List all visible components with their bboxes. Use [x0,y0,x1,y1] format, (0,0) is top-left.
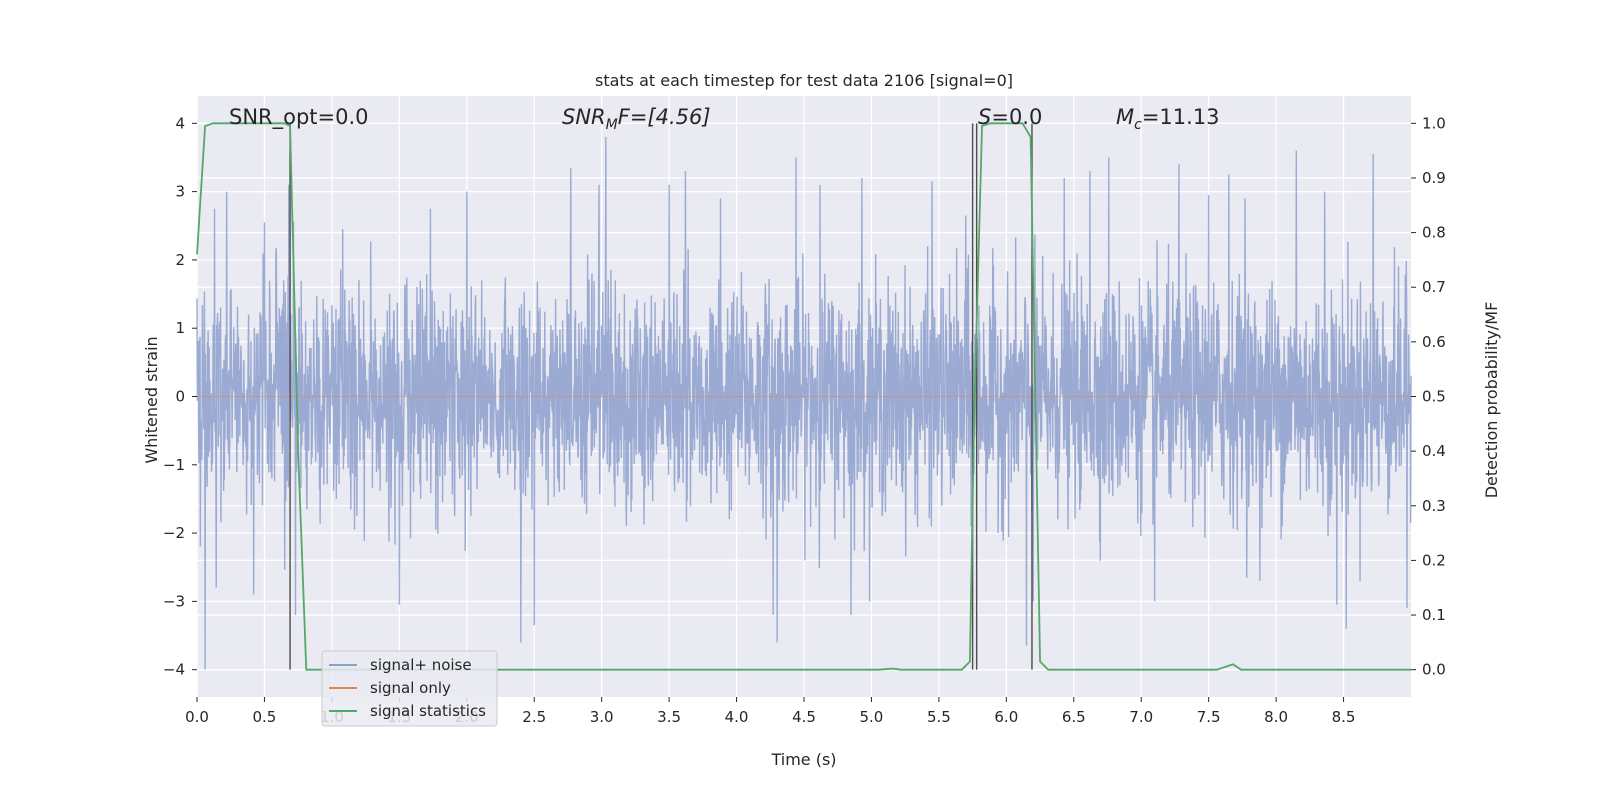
y-right-tick-label: 0.4 [1422,442,1446,460]
x-tick-label: 4.5 [792,708,816,726]
line-signal-statistics [196,122,1411,671]
legend-entry: signal only [370,679,451,697]
x-axis-label: Time (s) [770,750,836,769]
x-tick-label: 3.0 [590,708,614,726]
y-left-tick-label: 3 [175,183,185,201]
y-axis-label-right: Detection probability/MF [1482,302,1501,499]
x-tick-label: 6.0 [994,708,1018,726]
x-tick-label: 5.5 [927,708,951,726]
annotation-snr-opt: SNR_opt=0.0 [229,105,369,130]
x-tick-label: 2.5 [522,708,546,726]
y-right-tick-label: 0.3 [1422,497,1446,515]
annotation-snr-mf-value: F=[4.56] [618,105,711,129]
y-right-tick-label: 0.1 [1422,606,1446,624]
x-tick-label: 6.5 [1062,708,1086,726]
vertical-markers [289,123,1033,670]
annotation-snr-mf-subscript: M [606,117,618,133]
y-left-tick-label: −1 [163,456,185,474]
y-left-tick-label: 0 [175,388,185,406]
y-right-tick-label: 0.5 [1422,388,1446,406]
line-signal-noise [196,136,1412,670]
annotation-s: S=0.0 [978,105,1042,129]
x-tick-label: 0.0 [185,708,209,726]
y-right-tick-label: 0.0 [1422,661,1446,679]
annotation-mc: Mc=11.13 [1116,105,1220,133]
x-tick-label: 8.5 [1332,708,1356,726]
y-left-tick-label: 1 [175,319,185,337]
y-left-tick-label: 2 [175,251,185,269]
chart-title: stats at each timestep for test data 210… [595,71,1013,90]
x-tick-label: 7.0 [1129,708,1153,726]
x-tick-label: 5.0 [860,708,884,726]
series-signal-statistics [196,122,1411,671]
annotation-mc-value: =11.13 [1142,105,1220,129]
y-right-tick-label: 1.0 [1422,114,1446,132]
y-left-tick-label: −3 [163,592,185,610]
y-right-tick-label: 0.6 [1422,333,1446,351]
series-signal-noise [196,136,1412,670]
annotation-mc-symbol: M [1116,105,1134,129]
legend: signal+ noise signal only signal statistic… [321,650,498,727]
legend-entry: signal+ noise [370,656,472,674]
legend-box [321,650,498,727]
annotation-snr-mf-symbol: SNR [562,105,606,129]
y-left-tick-label: −4 [163,661,185,679]
y-left-tick-label: 4 [175,114,185,132]
x-tick-label: 0.5 [253,708,277,726]
x-tick-label: 7.5 [1197,708,1221,726]
annotation-mc-subscript: c [1134,117,1142,133]
x-tick-label: 8.0 [1264,708,1288,726]
y-axis-label-left: Whitened strain [142,336,161,463]
legend-entry: signal statistics [370,702,486,720]
x-tick-label: 3.5 [657,708,681,726]
annotation-snr-mf: SNRMF=[4.56] [562,105,711,133]
y-left-tick-label: −2 [163,524,185,542]
y-right-tick-label: 0.8 [1422,224,1446,242]
y-right-tick-label: 0.7 [1422,278,1446,296]
y-right-tick-label: 0.2 [1422,551,1446,569]
y-right-tick-label: 0.9 [1422,169,1446,187]
annotation-s-symbol: S [978,105,991,129]
annotation-s-value: =0.0 [991,105,1042,129]
x-tick-label: 4.0 [725,708,749,726]
